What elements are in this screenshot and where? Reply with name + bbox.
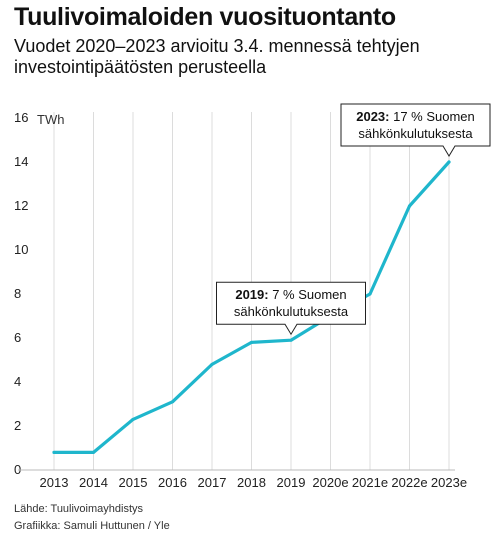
annotation-callout: 2019: 7 % Suomen sähkönkulutuksesta	[216, 281, 366, 336]
callout-year: 2023:	[356, 109, 389, 124]
chart-title: Tuulivoimaloiden vuosituontanto	[14, 3, 396, 31]
series-line	[52, 160, 451, 454]
y-tick-label: 8	[14, 286, 21, 301]
callout-share: 17 % Suomen	[389, 109, 474, 124]
data-point	[408, 204, 411, 208]
y-tick-label: 10	[14, 242, 28, 257]
callout-line-1: 2019: 7 % Suomen	[235, 287, 346, 302]
data-point	[289, 338, 293, 342]
x-tick-label: 2018	[237, 475, 266, 490]
chart-subtitle: Vuodet 2020–2023 arvioitu 3.4. mennessä …	[14, 36, 420, 77]
x-tick-label: 2019	[277, 475, 306, 490]
data-point	[171, 400, 174, 404]
y-tick-label: 0	[14, 462, 21, 477]
x-tick-label: 2017	[198, 475, 227, 490]
callout-line-1: 2023: 17 % Suomen	[356, 109, 475, 124]
x-tick-label: 2015	[119, 475, 148, 490]
data-point	[250, 340, 253, 344]
callout-box	[216, 281, 366, 336]
y-tick-label: 2	[14, 418, 21, 433]
x-axis: 2013 2014 2015 2016 2017 2018 2019 2020e 2021e 20…	[18, 469, 467, 490]
x-tick-label: 2023e	[431, 475, 467, 490]
y-tick-label: 6	[14, 330, 21, 345]
x-tick-label: 2020e	[312, 475, 348, 490]
annotations: 2019: 7 % Suomensähkönkulutuksesta2023: …	[216, 103, 491, 336]
data-point	[52, 450, 56, 454]
data-point	[210, 362, 214, 366]
y-axis: TWh 0 2 4 6 8 10 12 14 16	[14, 110, 64, 477]
callout-box	[340, 103, 491, 157]
graphic-credit: Grafiikka: Samuli Huttunen / Yle	[14, 520, 170, 532]
callout-share: 7 % Suomen	[269, 287, 347, 302]
x-tick-label: 2021e	[352, 475, 388, 490]
y-tick-label: 16	[14, 110, 28, 125]
x-tick-label: 2022e	[391, 475, 427, 490]
x-tick-label: 2014	[79, 475, 108, 490]
y-tick-label: 12	[14, 198, 28, 213]
callout-line-2: sähkönkulutuksesta	[234, 304, 349, 319]
data-point	[131, 417, 135, 421]
source-note: Lähde: Tuulivoimayhdistys	[14, 503, 144, 515]
data-point	[447, 160, 451, 164]
y-tick-label: 14	[14, 154, 28, 169]
y-axis-unit: TWh	[37, 112, 64, 127]
x-tick-label: 2016	[158, 475, 187, 490]
line-chart: TWh 0 2 4 6 8 10 12 14 16 2013 2014 2015 2016 2017 20…	[14, 103, 491, 490]
data-point	[368, 292, 372, 296]
callout-year: 2019:	[235, 287, 268, 302]
annotation-callout: 2023: 17 % Suomen sähkönkulutuksesta	[340, 103, 491, 157]
callout-line-2: sähkönkulutuksesta	[358, 126, 473, 141]
y-tick-label: 4	[14, 374, 21, 389]
data-point	[92, 450, 95, 454]
x-tick-label: 2013	[40, 475, 69, 490]
